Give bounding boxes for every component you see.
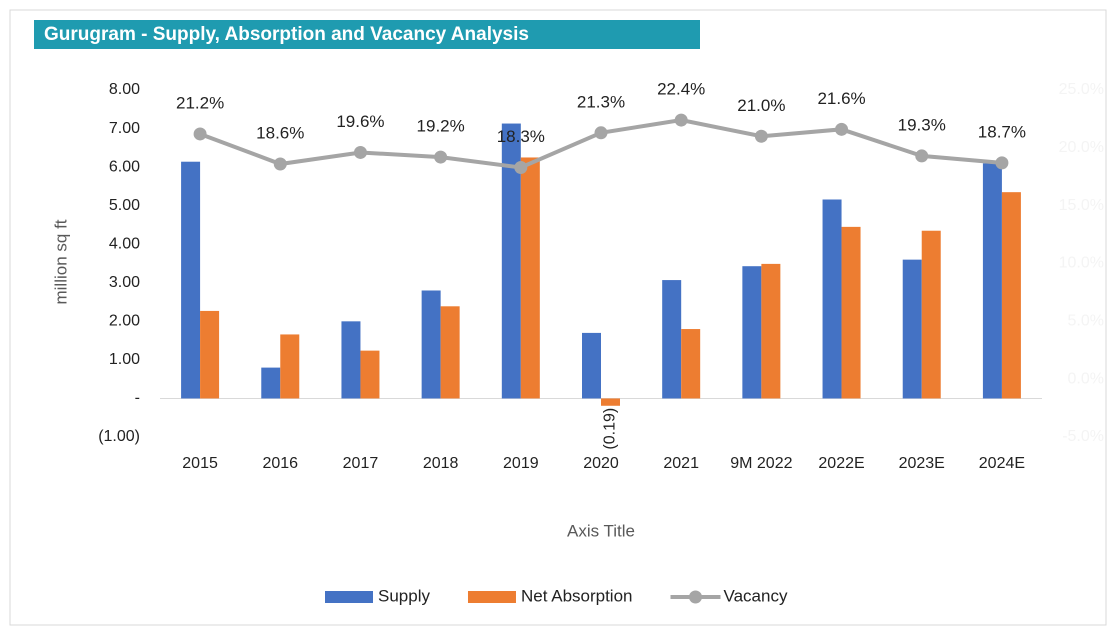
y2-tick-label: 20.0% <box>1059 139 1104 156</box>
bar <box>822 199 842 399</box>
legend-label: Supply <box>378 586 430 605</box>
bar <box>440 306 460 399</box>
bar <box>341 321 361 399</box>
y2-tick-label: 15.0% <box>1059 197 1104 214</box>
y-tick-label: (1.00) <box>98 428 140 445</box>
y2-tick-label: -5.0% <box>1062 428 1104 445</box>
y2-tick-label: 10.0% <box>1059 255 1104 272</box>
bar <box>280 334 300 399</box>
bar <box>261 367 281 399</box>
data-label: 22.4% <box>657 80 705 99</box>
line-marker <box>915 149 929 163</box>
x-tick-label: 9M 2022 <box>730 455 793 472</box>
legend-swatch <box>325 591 373 603</box>
line-marker <box>674 113 688 127</box>
bar <box>662 280 682 399</box>
bar <box>902 259 922 399</box>
bar <box>982 163 1002 399</box>
x-tick-label: 2021 <box>663 455 699 472</box>
line-marker <box>514 160 528 174</box>
legend-swatch <box>467 591 516 603</box>
data-label: 18.7% <box>978 122 1026 141</box>
data-label: 21.3% <box>577 92 625 111</box>
legend-label: Net Absorption <box>521 586 633 605</box>
x-tick-label: 2024E <box>978 455 1026 472</box>
x-tick-label: 2019 <box>503 455 539 472</box>
x-tick-label: 2018 <box>422 455 459 472</box>
bar <box>681 329 701 399</box>
legend-label: Vacancy <box>724 586 788 605</box>
x-tick-label: 2017 <box>342 455 379 472</box>
bar <box>582 332 601 399</box>
y-tick-label: 7.00 <box>109 120 140 137</box>
bar <box>601 398 620 406</box>
x-tick-label: 2020 <box>583 455 619 472</box>
data-label: 19.2% <box>417 117 465 136</box>
data-label: 18.6% <box>256 124 304 143</box>
data-label: 18.3% <box>497 127 545 146</box>
data-label: 19.6% <box>336 112 384 131</box>
data-label: (0.19) <box>602 408 619 450</box>
y-tick-label: 8.00 <box>109 81 140 98</box>
y2-tick-label: 5.0% <box>1068 313 1104 330</box>
bar <box>520 157 540 399</box>
legend-swatch-marker <box>689 590 702 604</box>
y-tick-label: 6.00 <box>109 158 140 175</box>
y-tick-label: 1.00 <box>109 351 140 368</box>
x-tick-label: 2022E <box>818 455 865 472</box>
chart-title: Gurugram - Supply, Absorption and Vacanc… <box>44 24 529 45</box>
bar <box>742 266 762 399</box>
bar <box>501 123 521 399</box>
line-marker <box>193 127 207 141</box>
line-marker <box>835 122 849 136</box>
bar <box>200 310 220 399</box>
data-label: 21.2% <box>176 93 224 112</box>
y2-tick-label: 0.0% <box>1068 370 1104 387</box>
line-marker <box>353 145 367 159</box>
bar <box>421 290 441 399</box>
data-label: 19.3% <box>898 115 946 134</box>
bar <box>1001 192 1021 399</box>
x-axis-label: Axis Title <box>567 521 635 540</box>
data-label: 21.6% <box>817 89 865 108</box>
x-tick-label: 2016 <box>262 455 299 472</box>
bar <box>181 161 201 399</box>
x-tick-label: 2023E <box>898 455 945 472</box>
x-tick-label: 2015 <box>182 455 218 472</box>
line-marker <box>273 157 287 171</box>
line-marker <box>754 129 768 143</box>
line-marker <box>995 156 1009 170</box>
y2-tick-label: 25.0% <box>1059 81 1104 98</box>
y-tick-label: - <box>135 390 140 407</box>
line-marker <box>594 126 608 140</box>
y-axis-label: million sq ft <box>51 219 70 304</box>
y-tick-label: 2.00 <box>109 313 140 330</box>
line-marker <box>434 150 448 164</box>
bar <box>360 350 380 399</box>
bar <box>761 263 781 399</box>
title-box <box>34 20 700 49</box>
data-label: 21.0% <box>737 96 785 115</box>
chart-frame <box>9 9 1107 626</box>
bar <box>841 226 861 399</box>
y-tick-label: 4.00 <box>109 235 140 252</box>
y-tick-label: 3.00 <box>109 274 140 291</box>
y-tick-label: 5.00 <box>109 197 140 214</box>
bar <box>921 230 941 399</box>
